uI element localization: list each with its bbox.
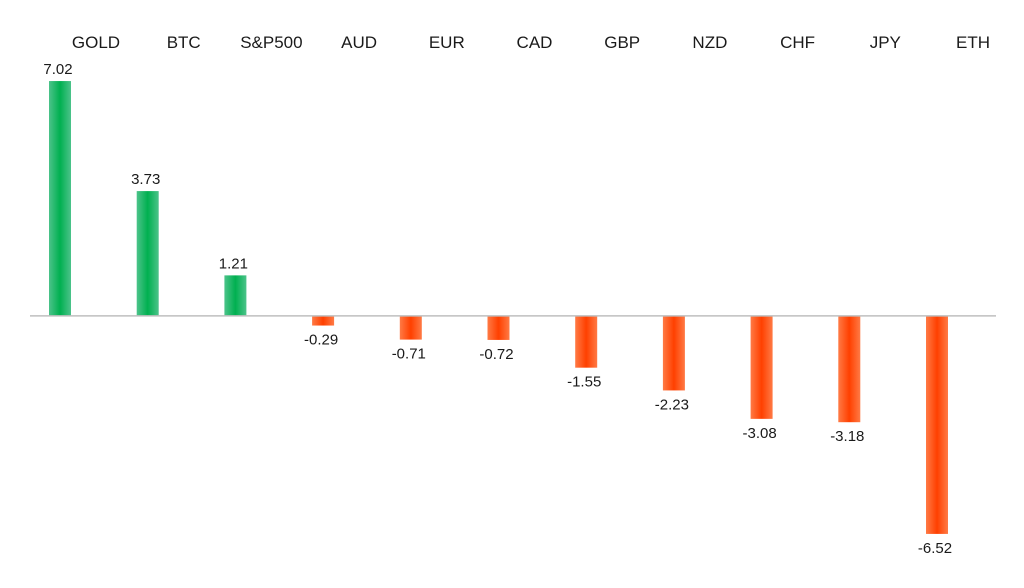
category-label: BTC <box>167 33 201 52</box>
category-labels: GOLD BTC S&P500 AUD EUR CAD GBP NZD CHF JPY ETH <box>72 33 990 52</box>
bar-negative <box>399 315 422 340</box>
category-label: GBP <box>604 33 640 52</box>
category-label: JPY <box>870 33 901 52</box>
bar-negative <box>750 315 773 419</box>
bar-negative <box>662 315 685 391</box>
category-label: CAD <box>517 33 553 52</box>
bar-positive <box>224 275 247 316</box>
bar-positive <box>136 191 159 316</box>
bar-negative <box>487 315 510 340</box>
category-label: AUD <box>341 33 377 52</box>
bar-negative <box>926 315 948 534</box>
value-label: -2.23 <box>655 396 689 413</box>
category-label: GOLD <box>72 33 120 52</box>
category-label: EUR <box>429 33 465 52</box>
category-label: CHF <box>780 33 815 52</box>
bar-negative <box>838 315 861 423</box>
value-label: -3.18 <box>830 428 864 445</box>
category-label: S&P500 <box>240 33 302 52</box>
value-label: -3.08 <box>742 425 776 442</box>
value-label: 1.21 <box>219 255 248 272</box>
value-label: 3.73 <box>131 171 160 188</box>
value-label: -0.71 <box>392 346 426 363</box>
bar-negative <box>575 315 598 368</box>
value-label: -1.55 <box>567 374 601 391</box>
bar-positive <box>49 81 71 316</box>
value-labels: 7.02 3.73 1.21 -0.29 -0.71 -0.72 -1.55 -2.23 -3.… <box>43 61 952 557</box>
value-label: -0.29 <box>304 332 338 349</box>
value-label: -6.52 <box>918 540 952 557</box>
category-label: NZD <box>692 33 727 52</box>
bars <box>49 81 948 534</box>
bar-negative <box>312 315 335 326</box>
category-label: ETH <box>956 33 990 52</box>
value-label: -0.72 <box>479 346 513 363</box>
value-label: 7.02 <box>43 61 72 78</box>
